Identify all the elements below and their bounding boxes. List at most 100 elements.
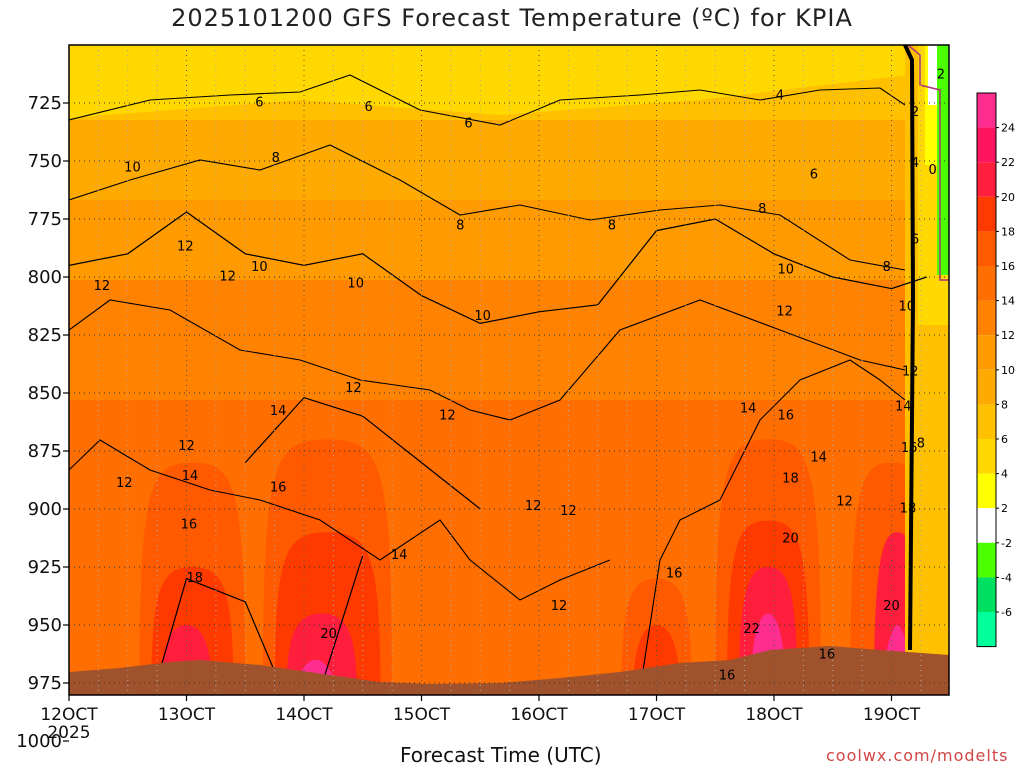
contour-label-8: 6 bbox=[810, 167, 818, 182]
x-tick-label-7: 19OCT bbox=[863, 705, 921, 725]
contour-label-16: 10 bbox=[251, 260, 268, 275]
contour-label-17: 12 bbox=[94, 279, 111, 294]
x-axis-ticks: 12OCT 13OCT 14OCT 15OCT 16OCT 17OCT 18OCT 19OCT… bbox=[40, 695, 921, 743]
contour-label-4: 2 bbox=[911, 105, 919, 120]
colorbar-label-10: 4 bbox=[1001, 468, 1008, 481]
contour-label-36: 14 bbox=[182, 469, 199, 484]
y-tick-label-875: 875 bbox=[28, 441, 62, 462]
colorbar-label-13: -4 bbox=[1001, 571, 1012, 584]
chart-title: 2025101200 GFS Forecast Temperature (ºC)… bbox=[171, 4, 853, 32]
contour-label-3: 4 bbox=[776, 89, 784, 104]
x-axis-label: Forecast Time (UTC) bbox=[400, 743, 602, 767]
contour-label-22: 8 bbox=[883, 260, 891, 275]
colorbar: 24 22 20 18 16 14 12 10 8 6 4 2 -2 -4 -6 bbox=[976, 92, 1015, 648]
x-tick-label-5: 17OCT bbox=[628, 705, 686, 725]
colorbar-swatch-8 bbox=[977, 369, 996, 405]
contour-label-25: 12 bbox=[902, 365, 919, 380]
colorbar-swatch-14 bbox=[977, 577, 996, 612]
colorbar-swatch-9 bbox=[977, 404, 996, 439]
y-tick-label-925: 925 bbox=[28, 557, 62, 578]
contour-label-29: 14 bbox=[740, 402, 757, 417]
colorbar-swatch-3 bbox=[977, 196, 996, 232]
contour-label-6: 10 bbox=[124, 160, 141, 175]
contour-label-9: 4 bbox=[911, 156, 919, 171]
contour-label-20: 10 bbox=[474, 309, 491, 324]
contour-label-7: 8 bbox=[272, 151, 280, 166]
contour-label-10: 0 bbox=[928, 163, 936, 178]
colorbar-swatch-15 bbox=[977, 612, 996, 647]
contour-label-54: 16 bbox=[719, 669, 736, 684]
x-tick-year-label: 2025 bbox=[47, 723, 90, 743]
contour-label-14: 6 bbox=[911, 232, 919, 247]
contour-label-18: 12 bbox=[219, 270, 236, 285]
contour-line-4 bbox=[639, 359, 906, 691]
contour-label-23: 12 bbox=[776, 304, 793, 319]
contour-label-26: 12 bbox=[345, 381, 362, 396]
y-tick-label-850: 850 bbox=[28, 383, 62, 404]
x-tick-label-0: 12OCT bbox=[40, 705, 98, 725]
colorbar-label-9: 6 bbox=[1001, 433, 1008, 446]
contour-label-45: 20 bbox=[782, 532, 799, 547]
band-4-6 bbox=[69, 45, 949, 118]
contour-label-0: 6 bbox=[255, 96, 263, 111]
x-tick-label-4: 16OCT bbox=[510, 705, 568, 725]
colorbar-label-14: -6 bbox=[1001, 606, 1012, 619]
contour-label-21: 10 bbox=[777, 263, 794, 278]
contour-label-11: 8 bbox=[456, 218, 464, 233]
colorbar-swatch-10 bbox=[977, 439, 996, 474]
plot-frame bbox=[68, 44, 950, 696]
contour-label-37: 12 bbox=[116, 476, 133, 491]
y-tick-label-725: 725 bbox=[28, 93, 62, 114]
colorbar-label-2: 20 bbox=[1001, 191, 1015, 204]
contour-label-46: 14 bbox=[391, 548, 408, 563]
y-axis-ticks: 725 750 775 800 825 850 875 900 925 950 975 1000 bbox=[16, 93, 69, 752]
y-tick-label-750: 750 bbox=[28, 151, 62, 172]
contour-label-40: 12 bbox=[836, 495, 853, 510]
colorbar-swatch-13 bbox=[977, 542, 996, 578]
contour-label-1: 6 bbox=[364, 100, 372, 115]
contour-label-49: 12 bbox=[551, 599, 568, 614]
y-tick-label-950: 950 bbox=[28, 615, 62, 636]
y-tick-label-825: 825 bbox=[28, 325, 62, 346]
y-tick-label-775: 775 bbox=[28, 209, 62, 230]
x-tick-label-1: 13OCT bbox=[158, 705, 216, 725]
contour-label-30: 16 bbox=[777, 409, 794, 424]
contour-line-0 bbox=[69, 74, 906, 126]
zero-isotherm bbox=[907, 45, 949, 281]
colorbar-swatch-4 bbox=[977, 231, 996, 266]
contour-label-39: 16 bbox=[270, 481, 287, 496]
x-tick-label-2: 14OCT bbox=[275, 705, 333, 725]
colorbar-label-4: 16 bbox=[1001, 260, 1015, 273]
colorbar-swatch-12 bbox=[977, 508, 996, 543]
x-tick-label-6: 18OCT bbox=[745, 705, 803, 725]
contour-label-38: 18 bbox=[782, 471, 799, 486]
contour-label-41: 18 bbox=[900, 502, 917, 517]
colorbar-swatch-2 bbox=[977, 162, 996, 197]
contour-line-cold-edge bbox=[903, 45, 916, 651]
contour-label-51: 20 bbox=[320, 627, 337, 642]
temperature-field bbox=[69, 45, 949, 695]
colorbar-label-11: 2 bbox=[1001, 502, 1008, 515]
contour-label-47: 18 bbox=[186, 571, 203, 586]
colorbar-label-7: 10 bbox=[1001, 364, 1015, 377]
contour-label-31: 14 bbox=[895, 399, 912, 414]
colorbar-swatch-0 bbox=[977, 93, 996, 128]
contour-label-48: 16 bbox=[666, 566, 683, 581]
y-tick-label-975: 975 bbox=[28, 673, 62, 694]
colorbar-label-3: 18 bbox=[1001, 225, 1015, 238]
contour-line-2 bbox=[69, 299, 906, 421]
colorbar-swatch-6 bbox=[977, 300, 996, 336]
contour-label-33: 16 bbox=[901, 441, 918, 456]
colorbar-label-1: 22 bbox=[1001, 156, 1015, 169]
x-tick-label-3: 15OCT bbox=[393, 705, 451, 725]
colorbar-swatch-5 bbox=[977, 266, 996, 301]
source-credit[interactable]: coolwx.com/modelts bbox=[826, 746, 1009, 765]
colorbar-label-5: 14 bbox=[1001, 295, 1015, 308]
y-tick-label-800: 800 bbox=[28, 267, 62, 288]
colorbar-swatch-1 bbox=[977, 127, 996, 163]
contour-label-44: 16 bbox=[181, 518, 198, 533]
y-tick-label-1000: 1000 bbox=[16, 731, 62, 752]
contour-label-42: 12 bbox=[525, 499, 542, 514]
contour-label-5: 2 bbox=[937, 68, 945, 83]
